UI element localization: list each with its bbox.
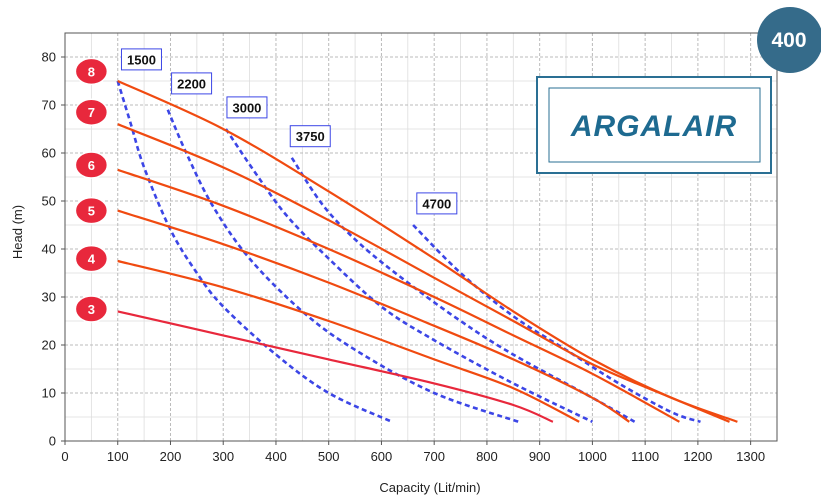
x-tick-label: 1200 [683, 449, 712, 464]
air-label-text: 3000 [232, 100, 261, 115]
model-badge-text: 400 [771, 29, 806, 52]
air-label-box [120, 48, 162, 71]
pressure-label-text: 8 [88, 64, 95, 79]
pressure-label-bubble [74, 244, 109, 273]
x-axis-title: Capacity (Lit/min) [379, 480, 480, 495]
y-tick-label: 0 [49, 434, 56, 449]
y-tick-label: 60 [42, 146, 56, 161]
y-tick-label: 10 [42, 386, 56, 401]
series [116, 79, 738, 424]
pressure-curve-7 [117, 123, 730, 423]
x-tick-label: 800 [476, 449, 498, 464]
air-label-text: 3750 [296, 129, 325, 144]
pressure-label-5: 5 [74, 196, 109, 225]
air-label-text: 2200 [177, 76, 206, 91]
model-badge: 400 [757, 7, 821, 73]
air-label-2200: 2200 [171, 72, 213, 95]
pressure-label-6: 6 [74, 151, 109, 179]
x-tick-label: 100 [107, 449, 129, 464]
axes: 0 100 200 300 400 500 600 700 800 900 1000 1100 1200… [42, 32, 778, 464]
brand-logo: ARGALAIR [536, 76, 772, 174]
air-consumption-curve-3000 [224, 128, 593, 423]
air-label-3000: 3000 [226, 96, 268, 119]
air-consumption-curve-1500 [116, 80, 393, 423]
y-tick-label: 20 [42, 338, 56, 353]
y-tick-label: 80 [42, 50, 56, 65]
pressure-curve-5 [117, 209, 630, 423]
y-tick-label: 70 [42, 98, 56, 113]
pressure-curve-6 [117, 168, 680, 423]
x-tick-label: 1000 [578, 449, 607, 464]
model-badge-circle [757, 7, 821, 73]
pressure-label-bubble [74, 196, 109, 225]
x-tick-label: 1100 [631, 449, 659, 464]
series-labels: 8 7 6 5 4 3 1500 2200 3000 3750 4700 [74, 48, 458, 323]
pressure-curve-4 [117, 259, 580, 423]
air-consumption-curve-3750 [290, 157, 636, 423]
pressure-label-8: 8 [74, 57, 109, 86]
pressure-curve-3 [117, 310, 554, 423]
pressure-label-bubble [74, 295, 109, 323]
air-label-box [416, 192, 458, 215]
air-label-3750: 3750 [289, 125, 331, 148]
x-tick-label: 700 [423, 449, 445, 464]
x-tick-label: 900 [529, 449, 551, 464]
pressure-label-text: 5 [88, 204, 95, 219]
x-tick-label: 200 [160, 449, 182, 464]
y-tick-label: 30 [42, 290, 56, 305]
logo-wordmark: ARGALAIR [570, 110, 737, 143]
air-label-box [289, 125, 331, 148]
plot-frame [64, 32, 778, 442]
pressure-label-bubble [74, 57, 109, 86]
pressure-label-text: 6 [88, 158, 95, 173]
air-label-box [171, 72, 213, 95]
air-label-4700: 4700 [416, 192, 458, 215]
pressure-label-text: 7 [88, 105, 95, 120]
pressure-label-3: 3 [74, 295, 109, 323]
y-tick-label: 40 [42, 242, 56, 257]
x-tick-label: 1300 [736, 449, 765, 464]
pressure-label-bubble [74, 151, 109, 179]
air-label-1500: 1500 [120, 48, 162, 71]
air-label-text: 1500 [127, 52, 156, 67]
pressure-label-4: 4 [74, 244, 109, 273]
x-tick-label: 0 [61, 449, 68, 464]
pressure-label-7: 7 [74, 98, 109, 126]
pressure-label-text: 4 [88, 252, 96, 267]
x-tick-label: 500 [318, 449, 340, 464]
y-tick-label: 50 [42, 194, 56, 209]
pressure-label-bubble [74, 98, 109, 126]
air-consumption-curve-2200 [166, 109, 520, 424]
x-tick-label: 300 [212, 449, 234, 464]
air-label-box [226, 96, 268, 119]
air-label-text: 4700 [422, 196, 451, 211]
y-axis-title: Head (m) [10, 205, 25, 259]
x-tick-label: 400 [265, 449, 287, 464]
x-tick-label: 600 [371, 449, 393, 464]
pressure-label-text: 3 [88, 302, 95, 317]
